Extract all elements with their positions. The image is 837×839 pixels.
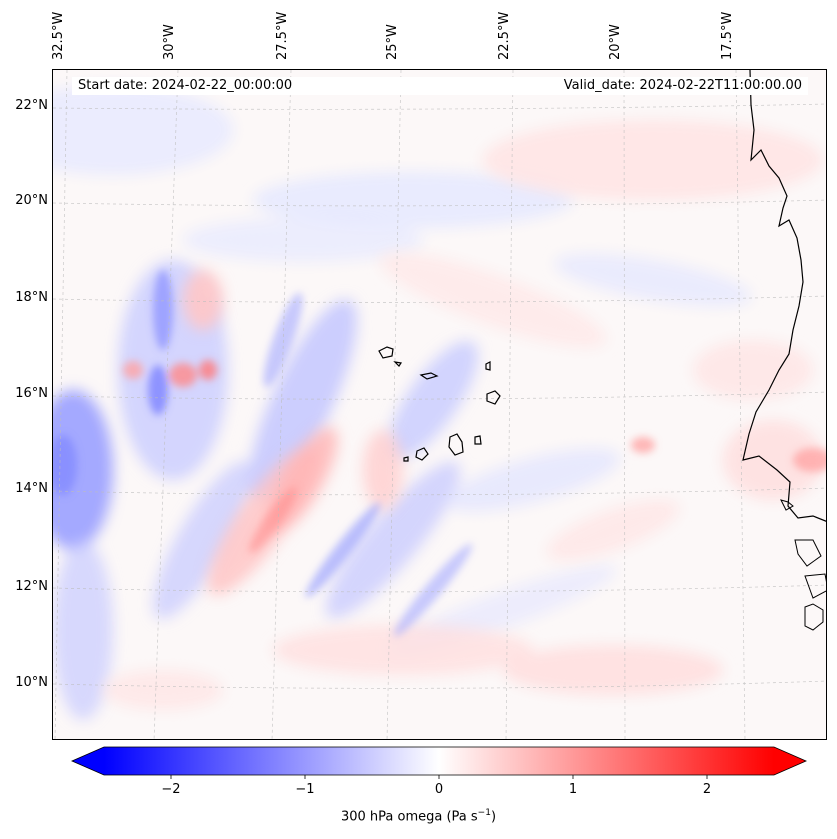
lat-label-12n: 12°N — [15, 579, 48, 594]
africa-coastline — [742, 70, 826, 522]
lat-label-20n: 20°N — [15, 193, 48, 208]
island-sao-vicente — [393, 361, 403, 367]
lat-label-18n: 18°N — [15, 290, 48, 305]
start-date-label: Start date: 2024-02-22_00:00:00 — [78, 78, 293, 93]
meridian-22-5w — [505, 70, 514, 739]
lon-label-20w: 20°W — [608, 24, 623, 60]
coast-detail-guinea — [804, 603, 824, 631]
island-santiago — [448, 433, 464, 456]
meridian-30w — [153, 70, 179, 739]
colorbar-tick-marks — [170, 775, 708, 779]
omega-field — [53, 70, 826, 739]
meridian-25w — [386, 70, 402, 739]
omega-streaks — [53, 270, 826, 637]
negative-omega-regions — [53, 85, 752, 720]
meridian-32-5w — [54, 70, 68, 739]
island-boa-vista — [486, 390, 501, 405]
lat-label-16n: 16°N — [15, 386, 48, 401]
coast-detail-bijagos — [804, 573, 826, 599]
meridian-20w — [623, 70, 626, 739]
cbar-tick-neg2: −2 — [161, 782, 181, 797]
cape-verde-islands — [378, 346, 501, 462]
lat-label-14n: 14°N — [15, 481, 48, 496]
meridian-27-5w — [271, 70, 292, 739]
colorbar-extend-max — [774, 747, 806, 775]
colorbar-label: 300 hPa omega (Pa s−1) — [0, 808, 837, 824]
colorbar-gradient — [104, 747, 774, 775]
date-info-bar: Start date: 2024-02-22_00:00:00 Valid_da… — [72, 77, 808, 95]
island-sal — [485, 361, 491, 371]
colorbar-extend-min — [72, 747, 104, 775]
coast-detail-guinea-bissau — [794, 539, 822, 567]
island-sao-nicolau — [419, 372, 439, 380]
colorbar — [71, 746, 807, 779]
colorbar-label-exponent: −1 — [477, 808, 491, 818]
coast-detail-gambia — [780, 499, 794, 511]
colorbar-outline — [71, 746, 807, 776]
cbar-tick-neg1: −1 — [295, 782, 315, 797]
meridian-17-5w — [735, 70, 746, 739]
lon-label-22-5w: 22.5°W — [497, 11, 512, 60]
lat-label-22n: 22°N — [15, 98, 48, 113]
island-maio — [474, 435, 482, 445]
colorbar-label-main: 300 hPa omega (Pa s — [340, 809, 478, 825]
colorbar-label-end: ) — [490, 809, 497, 825]
cbar-tick-1: 1 — [568, 782, 578, 797]
cbar-tick-2: 2 — [702, 782, 712, 797]
lon-label-30w: 30°W — [162, 24, 177, 60]
island-fogo — [415, 447, 429, 461]
island-santo-antao — [378, 346, 394, 359]
graticule — [53, 70, 826, 739]
valid-date-label: Valid_date: 2024-02-22T11:00:00.00 — [563, 78, 802, 93]
lon-label-25w: 25°W — [385, 24, 400, 60]
map-panel — [52, 69, 827, 740]
lat-label-10n: 10°N — [15, 675, 48, 690]
island-brava — [403, 456, 409, 462]
lon-label-17-5w: 17.5°W — [720, 11, 735, 60]
lon-label-32-5w: 32.5°W — [51, 11, 66, 60]
cbar-tick-0: 0 — [434, 782, 444, 797]
lon-label-27-5w: 27.5°W — [275, 11, 290, 60]
